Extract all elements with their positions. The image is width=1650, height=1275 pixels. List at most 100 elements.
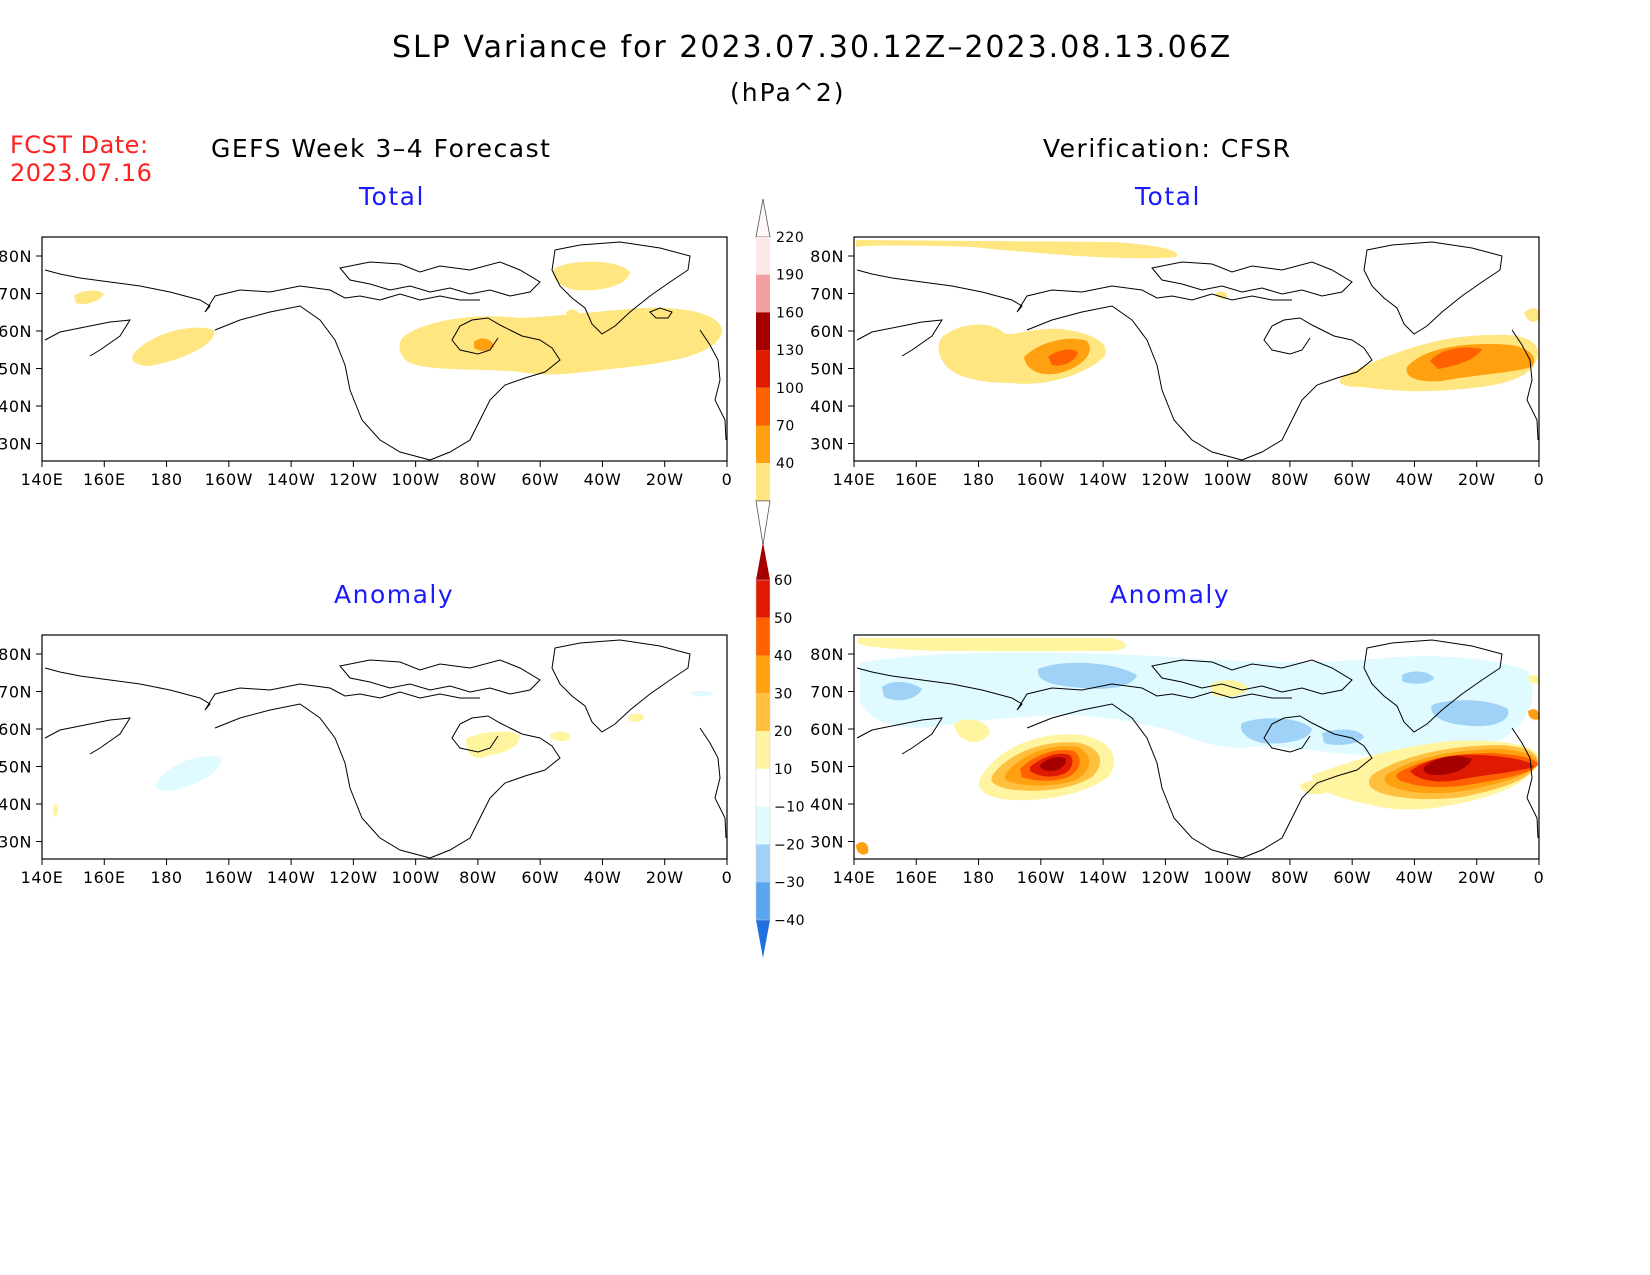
lat-tick-label: 50N [0, 758, 32, 777]
lon-tick-label: 160E [895, 868, 938, 887]
shaded-fields [74, 261, 722, 375]
lon-tick-label: 100W [391, 868, 439, 887]
colorbar-total-label: 130 [776, 343, 804, 359]
shade-40-labrador [566, 309, 581, 322]
colorbar-anomaly-swatch [756, 693, 770, 732]
lon-tick-label: 100W [1203, 470, 1251, 489]
lon-tick-label: 140E [833, 868, 876, 887]
shade-m20-hudson [1240, 718, 1312, 744]
lon-tick-label: 140W [1079, 868, 1127, 887]
shade-m20-greenland-north [1402, 671, 1434, 684]
lat-tick-label: 80N [810, 247, 844, 266]
colorbar-total-label: 70 [776, 419, 795, 435]
shade-m10-aleutian [155, 756, 221, 791]
colorbar-total-swatch [756, 237, 770, 275]
shade-30-japan [856, 842, 869, 855]
shade-40-greenland [553, 261, 630, 291]
lon-tick-label: 40W [584, 470, 622, 489]
lon-tick-label: 160W [205, 470, 253, 489]
lon-tick-label: 20W [646, 868, 684, 887]
shade-m20-greenland-sea [1431, 700, 1509, 727]
colorbar-total-label: 160 [776, 305, 804, 321]
coastlines [44, 639, 727, 859]
colorbar-anomaly-swatch [756, 806, 770, 845]
map-frame [853, 236, 1540, 462]
lon-tick-label: 140W [267, 868, 315, 887]
shaded-fields [856, 638, 1540, 855]
lon-axis: 140E 160E 180 160W 140W 120W 100W 80W 60W 40W 20W 0 [21, 461, 732, 489]
lon-tick-label: 160W [205, 868, 253, 887]
lon-tick-label: 100W [391, 470, 439, 489]
lat-tick-label: 50N [0, 360, 32, 379]
lon-tick-label: 140E [833, 470, 876, 489]
shaded-fields [856, 240, 1540, 392]
lat-tick-label: 70N [810, 285, 844, 304]
colorbar-anomaly-bottom-arrow [756, 920, 770, 958]
lat-tick-label: 50N [810, 758, 844, 777]
lat-tick-label: 30N [0, 435, 32, 454]
lat-axis: 80N 70N 60N 50N 40N 30N [810, 247, 854, 454]
shade-70-hudson [474, 338, 494, 351]
lat-tick-label: 30N [0, 833, 32, 852]
forecast-anomaly-map: 80N 70N 60N 50N 40N 30N 140E 160E 180 160W 140W 12… [0, 634, 732, 887]
lon-tick-label: 140W [1079, 470, 1127, 489]
colorbar-total: 220 190 160 130 100 70 40 [755, 198, 804, 545]
right-column-title: Verification: CFSR [1043, 134, 1292, 163]
shade-100-gulf-alaska [1048, 349, 1078, 366]
lon-tick-label: 100W [1203, 868, 1251, 887]
colorbar-anomaly-label: −40 [774, 913, 805, 929]
colorbar-anomaly-swatch [756, 768, 770, 807]
shade-60-north-atlantic [1423, 756, 1472, 775]
lon-tick-label: 0 [1534, 470, 1545, 489]
lon-tick-label: 80W [1271, 470, 1309, 489]
colorbar-anomaly: 60 50 40 30 20 10 −10 −20 −30 −40 [755, 542, 805, 958]
lat-tick-label: 80N [0, 247, 32, 266]
figure-title: SLP Variance for 2023.07.30.12Z–2023.08.… [392, 30, 1233, 65]
shade-40-kamchatka [74, 290, 104, 304]
lon-tick-label: 120W [329, 470, 377, 489]
lat-tick-label: 70N [810, 683, 844, 702]
colorbar-anomaly-label: 20 [774, 724, 793, 740]
lon-tick-label: 20W [646, 470, 684, 489]
colorbar-anomaly-label: 10 [774, 762, 793, 778]
colorbar-total-swatch [756, 312, 770, 351]
lon-tick-label: 120W [1141, 470, 1189, 489]
lon-tick-label: 160E [83, 470, 126, 489]
lon-tick-label: 20W [1458, 868, 1496, 887]
colorbar-anomaly-swatch [756, 617, 770, 656]
lat-tick-label: 60N [0, 322, 32, 341]
colorbar-anomaly-swatch [756, 580, 770, 618]
colorbar-anomaly-label: −30 [774, 875, 805, 891]
forecast-total-subtitle: Total [359, 182, 425, 211]
colorbar-total-label: 220 [776, 230, 804, 246]
lon-tick-label: 160W [1017, 470, 1065, 489]
shade-10-iberia [1528, 675, 1540, 684]
lon-tick-label: 120W [1141, 868, 1189, 887]
shade-m10-norway [690, 690, 713, 697]
colorbar-anomaly-swatch [756, 731, 770, 769]
colorbar-total-bottom-arrow [755, 500, 771, 545]
shade-10-bering-small [954, 719, 990, 743]
lon-tick-label: 160E [895, 470, 938, 489]
colorbar-anomaly-swatch [756, 655, 770, 694]
lat-tick-label: 30N [810, 833, 844, 852]
lat-tick-label: 60N [810, 322, 844, 341]
lon-tick-label: 60W [1333, 470, 1371, 489]
shade-30-iberia [1528, 709, 1540, 720]
lon-tick-label: 80W [459, 470, 497, 489]
lat-tick-label: 40N [810, 397, 844, 416]
lat-tick-label: 40N [0, 795, 32, 814]
lon-tick-label: 140E [21, 868, 64, 887]
colorbar-anomaly-label: 50 [774, 611, 793, 627]
lon-tick-label: 180 [963, 868, 995, 887]
verification-anomaly-map: 80N 70N 60N 50N 40N 30N 140E 160E 180 160W 140W 12… [810, 634, 1545, 887]
lon-tick-label: 60W [521, 868, 559, 887]
lon-tick-label: 0 [1534, 868, 1545, 887]
colorbar-anomaly-label: 60 [774, 573, 793, 589]
colorbar-total-label: 190 [776, 268, 804, 284]
colorbar-anomaly-swatches [755, 542, 771, 958]
colorbar-total-swatch [756, 463, 770, 501]
colorbar-total-swatches [755, 198, 771, 545]
lon-tick-label: 60W [521, 470, 559, 489]
colorbar-anomaly-label: 40 [774, 649, 793, 665]
